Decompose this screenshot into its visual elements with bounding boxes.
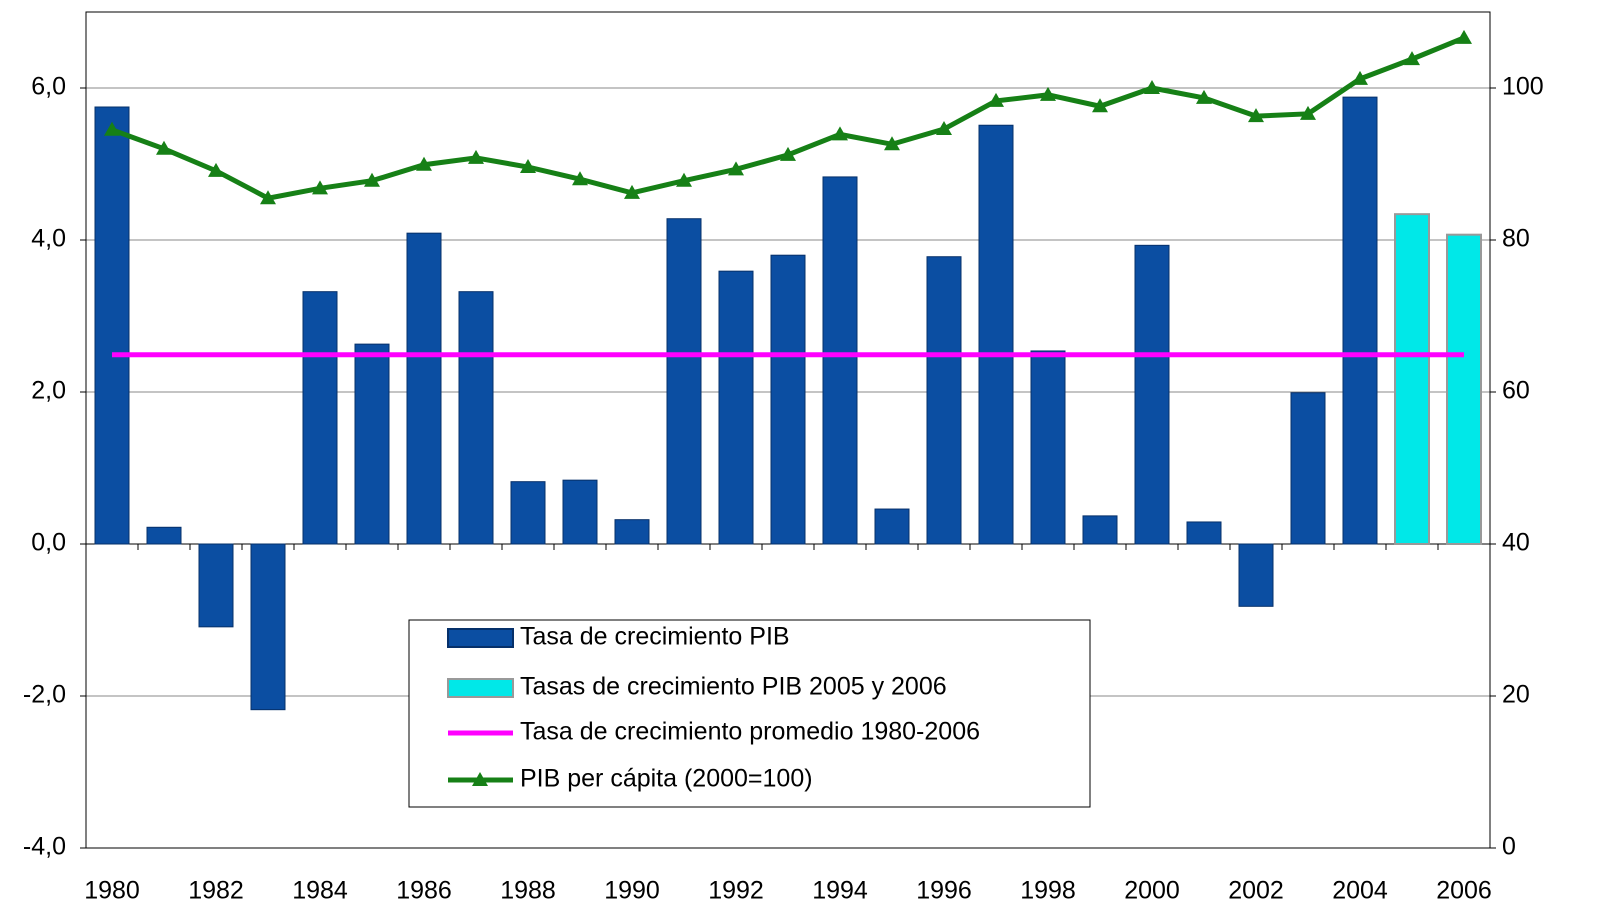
- legend-swatch: [447, 628, 514, 648]
- legend-swatch: [447, 678, 514, 698]
- bar: [614, 519, 650, 545]
- x-tick-label: 1982: [188, 877, 244, 905]
- bar: [666, 218, 702, 545]
- x-tick-label: 1998: [1020, 877, 1076, 905]
- y-tick-label: -4,0: [23, 833, 66, 861]
- marker: [260, 190, 276, 205]
- marker: [1248, 108, 1264, 123]
- marker: [156, 140, 172, 155]
- x-tick-label: 2002: [1228, 877, 1284, 905]
- bar: [926, 256, 962, 545]
- legend-label: Tasas de crecimiento PIB 2005 y 2006: [520, 673, 947, 701]
- marker: [104, 121, 120, 136]
- x-tick-label: 2004: [1332, 877, 1388, 905]
- y-tick-label: 0,0: [31, 529, 66, 557]
- y2-tick-label: 20: [1502, 681, 1530, 709]
- bar: [1394, 213, 1430, 545]
- bar: [822, 176, 858, 545]
- bar: [874, 508, 910, 545]
- marker: [468, 149, 484, 164]
- bar: [458, 291, 494, 545]
- bar: [510, 481, 546, 545]
- x-tick-label: 2000: [1124, 877, 1180, 905]
- marker: [676, 172, 692, 187]
- marker: [364, 172, 380, 187]
- x-tick-label: 1994: [812, 877, 868, 905]
- marker: [416, 156, 432, 171]
- marker: [1352, 70, 1368, 85]
- marker: [1092, 98, 1108, 113]
- x-tick-label: 1996: [916, 877, 972, 905]
- bar: [94, 106, 130, 545]
- bar: [718, 270, 754, 545]
- marker: [1144, 80, 1160, 94]
- bar: [978, 124, 1014, 545]
- marker: [572, 171, 588, 186]
- marker: [1196, 89, 1212, 104]
- bar: [1238, 543, 1274, 607]
- x-tick-label: 1988: [500, 877, 556, 905]
- marker: [988, 92, 1004, 107]
- bar: [250, 543, 286, 711]
- bar: [562, 479, 598, 545]
- y-tick-label: 6,0: [31, 73, 66, 101]
- marker: [780, 146, 796, 161]
- y2-tick-label: 60: [1502, 377, 1530, 405]
- bar: [1342, 96, 1378, 545]
- bar: [302, 291, 338, 545]
- bar: [1446, 233, 1482, 545]
- legend-label: Tasa de crecimiento promedio 1980-2006: [520, 718, 980, 746]
- marker: [1300, 105, 1316, 120]
- y-tick-label: 2,0: [31, 377, 66, 405]
- marker: [312, 180, 328, 195]
- marker: [1456, 29, 1472, 44]
- x-tick-label: 1980: [84, 877, 140, 905]
- y2-tick-label: 40: [1502, 529, 1530, 557]
- bar: [198, 543, 234, 628]
- bar: [354, 343, 390, 545]
- y-tick-label: 4,0: [31, 225, 66, 253]
- bar: [406, 232, 442, 545]
- bar: [1290, 392, 1326, 545]
- marker: [520, 159, 536, 174]
- marker: [624, 184, 640, 199]
- bar: [770, 254, 806, 545]
- x-tick-label: 1990: [604, 877, 660, 905]
- y2-tick-label: 100: [1502, 73, 1544, 101]
- marker: [832, 126, 848, 141]
- marker: [1040, 86, 1056, 101]
- marker: [884, 136, 900, 151]
- x-tick-label: 1986: [396, 877, 452, 905]
- bar: [1030, 350, 1066, 545]
- x-tick-label: 1992: [708, 877, 764, 905]
- bar: [146, 526, 182, 545]
- bar: [1134, 244, 1170, 545]
- legend-label: Tasa de crecimiento PIB: [520, 623, 790, 651]
- bar: [1186, 521, 1222, 545]
- legend-label: PIB per cápita (2000=100): [520, 765, 813, 793]
- y-tick-label: -2,0: [23, 681, 66, 709]
- marker: [208, 162, 224, 177]
- bar: [1082, 515, 1118, 545]
- legend-marker: [472, 772, 488, 786]
- y2-tick-label: 0: [1502, 833, 1516, 861]
- legend-box: [408, 619, 1091, 808]
- x-tick-label: 2006: [1436, 877, 1492, 905]
- marker: [936, 121, 952, 136]
- marker: [1404, 51, 1420, 66]
- x-tick-label: 1984: [292, 877, 348, 905]
- marker: [728, 161, 744, 176]
- plot-frame: [85, 11, 1491, 849]
- y2-tick-label: 80: [1502, 225, 1530, 253]
